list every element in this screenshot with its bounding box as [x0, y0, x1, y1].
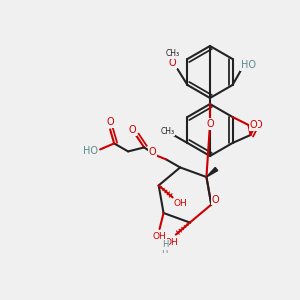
Text: O: O — [250, 120, 257, 130]
Text: O: O — [148, 147, 156, 158]
Text: O: O — [206, 119, 214, 129]
Text: OH: OH — [165, 238, 179, 247]
Text: O: O — [255, 120, 262, 130]
Text: O: O — [128, 125, 136, 135]
Text: HO: HO — [241, 60, 256, 70]
Text: HO: HO — [82, 146, 98, 156]
Text: CH₃: CH₃ — [165, 50, 179, 58]
Polygon shape — [206, 167, 218, 177]
Text: OH: OH — [153, 232, 166, 242]
Text: O: O — [169, 58, 176, 68]
Text: OH: OH — [174, 199, 188, 208]
Text: H: H — [161, 246, 167, 255]
Text: CH₃: CH₃ — [160, 127, 175, 136]
Text: O: O — [106, 117, 114, 128]
Text: H: H — [162, 241, 169, 250]
Text: O: O — [212, 195, 219, 205]
